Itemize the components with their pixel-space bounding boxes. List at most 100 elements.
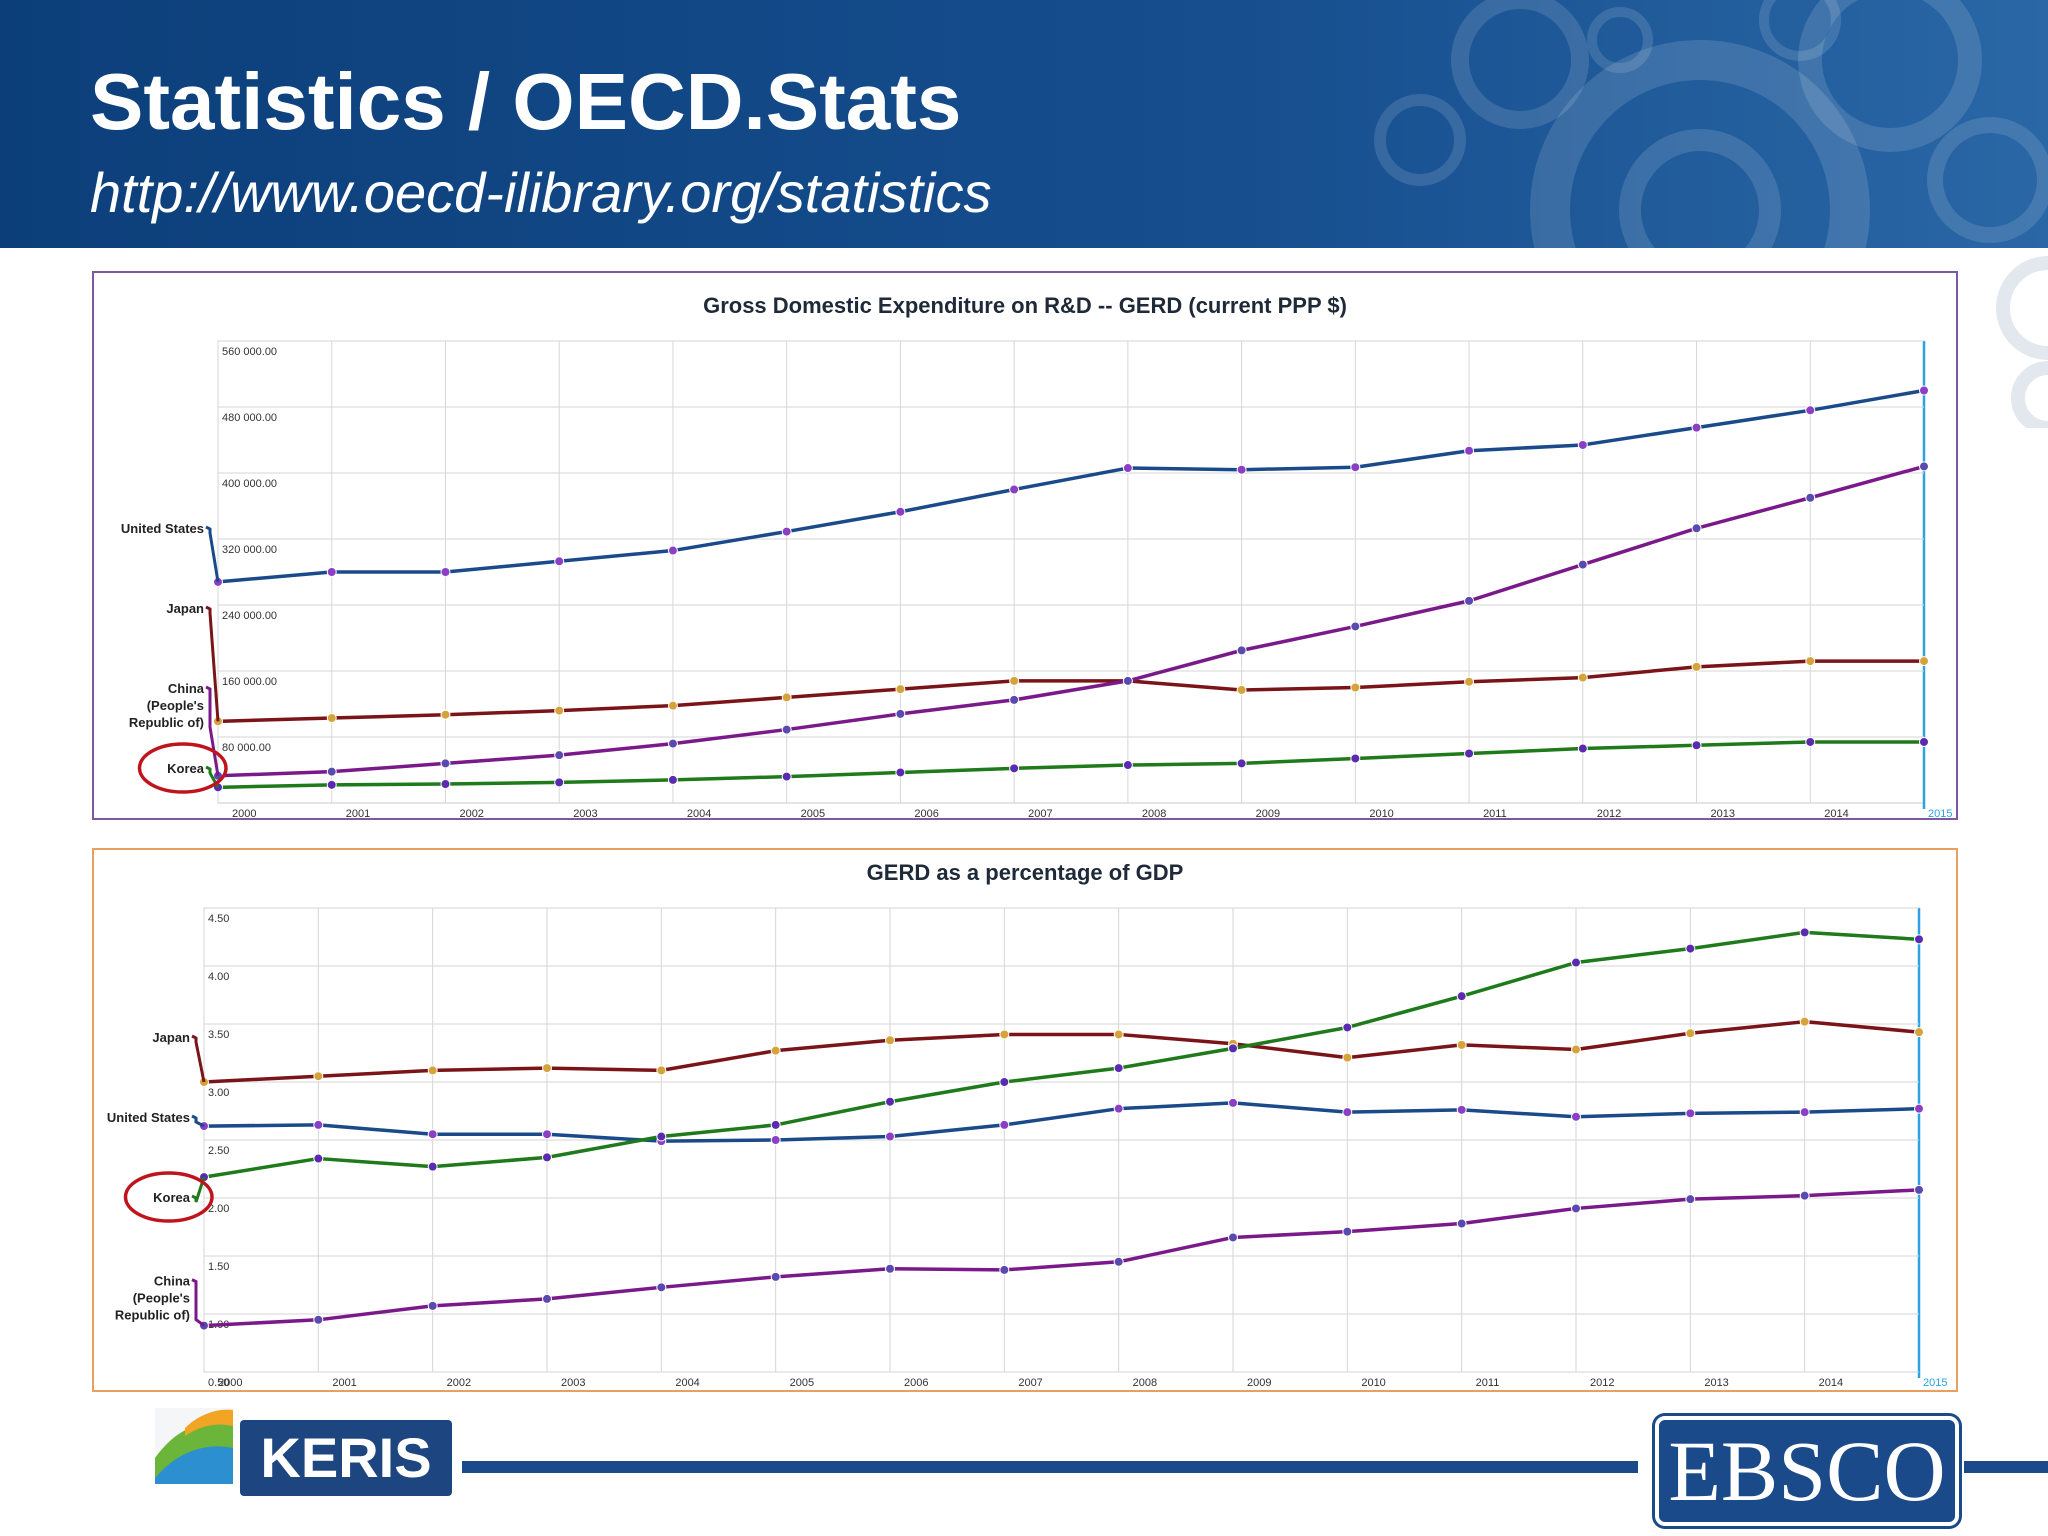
y-tick-label: 2.50 [208,1145,229,1157]
data-point-china-people-s-republic-of [1236,645,1247,656]
data-point-china-people-s-republic-of [1914,1184,1924,1195]
data-point-china-people-s-republic-of [895,708,906,719]
x-tick-label: 2015 [1923,1377,1947,1389]
data-point-korea [427,1161,438,1172]
x-tick-label: 2015 [1928,808,1952,818]
series-label-text: China [168,681,205,696]
data-point-china-people-s-republic-of [542,1293,552,1304]
data-point-china-people-s-republic-of [1342,1226,1353,1237]
gerd-gdp-svg: GERD as a percentage of GDP 2000 2001 2002 2… [107,860,1948,1389]
decorative-circles [1374,0,2048,248]
y-tick-label: 4.00 [208,971,229,983]
x-tick-label: 2008 [1142,808,1166,818]
data-point-japan [427,1065,438,1076]
x-tick-label: 2010 [1361,1377,1385,1389]
data-point-china-people-s-republic-of [1464,595,1475,606]
data-point-united-states [542,1129,552,1140]
x-tick-label: 2010 [1369,808,1393,818]
series-line-korea [217,740,1924,790]
data-point-korea [1577,743,1588,754]
keris-logo-icon [155,1408,233,1484]
data-point-japan [1685,1028,1696,1039]
data-point-united-states [1009,484,1020,495]
data-point-japan [1799,1016,1810,1027]
data-point-japan [895,684,906,695]
y-tick-label: 3.00 [208,1087,229,1099]
series-line-china-people-s-republic-of [203,1188,1920,1328]
side-decoration [1996,256,2048,428]
data-point-united-states [1464,445,1475,456]
data-point-united-states [326,567,337,577]
x-tick-label: 2002 [447,1377,471,1389]
series-leader-china-people-s-republic-of [191,1278,205,1327]
data-point-united-states [770,1135,781,1145]
highlight-circle [123,1171,214,1223]
data-point-china-people-s-republic-of [1122,675,1133,686]
data-point-united-states [1350,462,1361,473]
data-point-japan [1691,661,1702,672]
data-point-japan [1914,1027,1924,1038]
data-point-korea [440,779,451,790]
data-point-united-states [1122,463,1133,474]
x-tick-label: 2009 [1247,1377,1271,1389]
y-tick-label: 560 000.00 [222,346,277,358]
data-point-united-states [1805,405,1816,416]
data-point-japan [554,705,565,716]
data-point-united-states [1113,1103,1124,1114]
data-point-china-people-s-republic-of [440,758,451,769]
x-tick-label: 2012 [1590,1377,1614,1389]
data-point-japan [326,713,337,724]
data-point-china-people-s-republic-of [770,1271,781,1282]
data-point-korea [1228,1043,1238,1054]
data-point-korea [1691,740,1702,751]
x-tick-label: 2003 [561,1377,585,1389]
x-tick-label: 2012 [1597,808,1621,818]
series-line-korea [203,930,1920,1179]
x-tick-label: 2013 [1711,808,1735,818]
y-tick-label: 4.50 [208,913,229,925]
series-label-korea: Korea [167,761,205,776]
x-tick-label: 2007 [1028,808,1052,818]
data-point-korea [542,1152,552,1163]
data-point-korea [1799,927,1810,938]
series-leader-united-states [205,525,220,583]
data-point-japan [1919,656,1929,667]
y-tick-label: 160 000.00 [222,676,277,688]
data-point-korea [1350,753,1361,764]
y-tick-label: 2.00 [208,1203,229,1215]
data-point-china-people-s-republic-of [1571,1203,1581,1214]
data-point-japan [542,1063,552,1074]
series-label-text: Republic of) [115,1308,190,1323]
y-tick-label: 320 000.00 [222,544,277,556]
series-leader-japan [205,605,220,722]
series-label-text: (People's [147,698,204,713]
data-point-japan [1342,1052,1353,1063]
data-point-united-states [1228,1097,1238,1108]
x-tick-label: 2014 [1824,808,1848,818]
gerd-ppp-svg: Gross Domestic Expenditure on R&D -- GER… [121,293,1953,818]
series-label-text: Korea [167,761,205,776]
data-point-china-people-s-republic-of [1805,492,1816,503]
x-tick-label: 2001 [346,808,370,818]
data-point-korea [326,779,337,790]
series-label-china-people-s-republic-of: China (People's Republic of) [115,1274,191,1323]
slide-url: http://www.oecd-ilibrary.org/statistics [90,161,992,224]
data-point-united-states [1236,464,1247,475]
x-tick-label: 2006 [904,1377,928,1389]
series-label-united-states: United States [107,1110,190,1125]
data-point-japan [885,1035,895,1046]
data-point-korea [781,771,792,782]
series-label-text: Korea [153,1190,191,1205]
x-tick-label: 2011 [1476,1377,1500,1389]
data-point-japan [1805,656,1816,667]
data-point-china-people-s-republic-of [885,1263,895,1274]
data-point-united-states [1919,385,1929,396]
data-point-china-people-s-republic-of [1799,1190,1810,1201]
data-point-korea [885,1096,895,1107]
y-tick-label: 3.50 [208,1029,229,1041]
data-point-united-states [427,1129,438,1140]
gerd-gdp-chart: GERD as a percentage of GDP 2000 2001 2002 2… [92,848,1958,1392]
data-point-japan [1236,684,1247,695]
series-label-japan: Japan [152,1030,190,1045]
data-point-korea [1122,760,1133,771]
